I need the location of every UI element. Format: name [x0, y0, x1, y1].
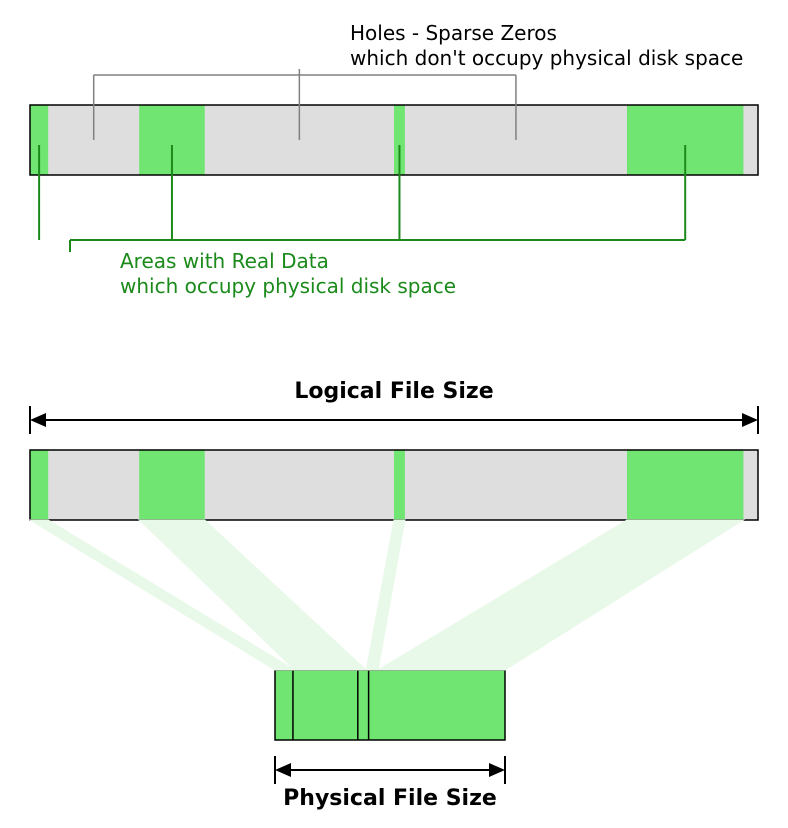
top-sparse-bar	[30, 105, 758, 175]
data-label-1: Areas with Real Data	[120, 249, 329, 273]
physical-bar	[275, 670, 505, 740]
holes-label-2: which don't occupy physical disk space	[350, 46, 743, 70]
data-segment	[139, 450, 205, 520]
data-segment	[30, 450, 48, 520]
physical-size-label: Physical File Size	[283, 786, 497, 811]
mid-sparse-bar	[30, 450, 758, 520]
data-label-2: which occupy physical disk space	[120, 274, 456, 298]
logical-size-label: Logical File Size	[294, 379, 493, 404]
holes-label-1: Holes - Sparse Zeros	[350, 21, 557, 45]
data-segment	[394, 450, 405, 520]
data-segment	[627, 450, 743, 520]
